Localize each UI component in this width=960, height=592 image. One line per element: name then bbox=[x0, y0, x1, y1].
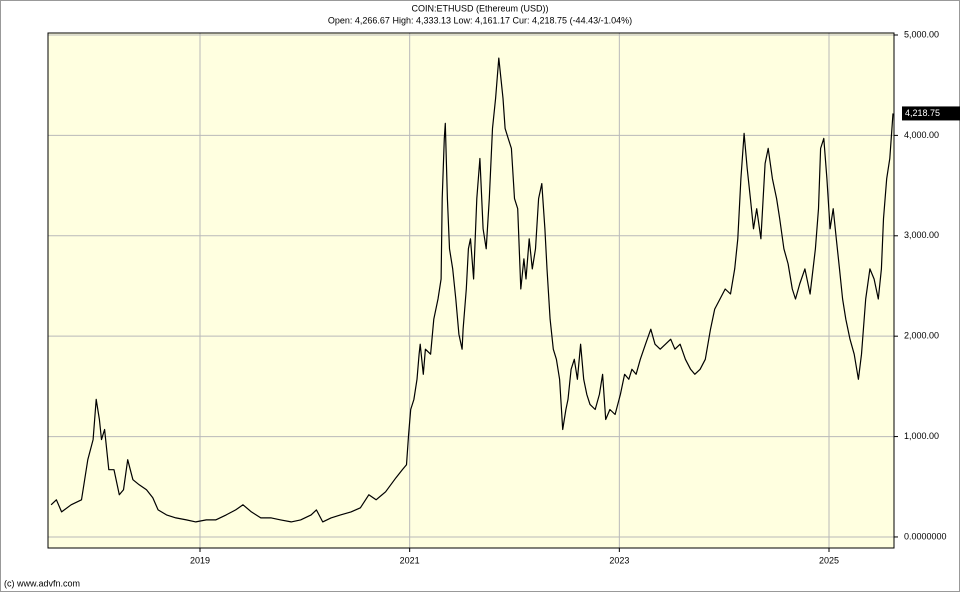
current-price-box bbox=[902, 106, 960, 121]
y-tick-label: 2,000.00 bbox=[904, 331, 939, 341]
x-tick-label: 2019 bbox=[190, 555, 210, 565]
y-tick-label: 3,000.00 bbox=[904, 230, 939, 240]
source: (c) www.advfn.com bbox=[4, 578, 80, 588]
plot-area bbox=[48, 33, 894, 548]
x-tick-label: 2023 bbox=[609, 555, 629, 565]
current-price-label: 4,218.75 bbox=[905, 108, 940, 118]
chart-title: COIN:ETHUSD (Ethereum (USD)) bbox=[411, 3, 548, 13]
plot-border bbox=[47, 32, 895, 549]
x-tick-label: 2025 bbox=[819, 555, 839, 565]
chart-subtitle: Open: 4,266.67 High: 4,333.13 Low: 4,161… bbox=[328, 15, 632, 25]
y-tick-label: 4,000.00 bbox=[904, 130, 939, 140]
y-tick-label: 0.0000000 bbox=[904, 531, 947, 541]
price-line bbox=[50, 57, 894, 523]
x-tick-label: 2021 bbox=[400, 555, 420, 565]
y-tick-label: 1,000.00 bbox=[904, 431, 939, 441]
y-tick-label: 5,000.00 bbox=[904, 29, 939, 39]
